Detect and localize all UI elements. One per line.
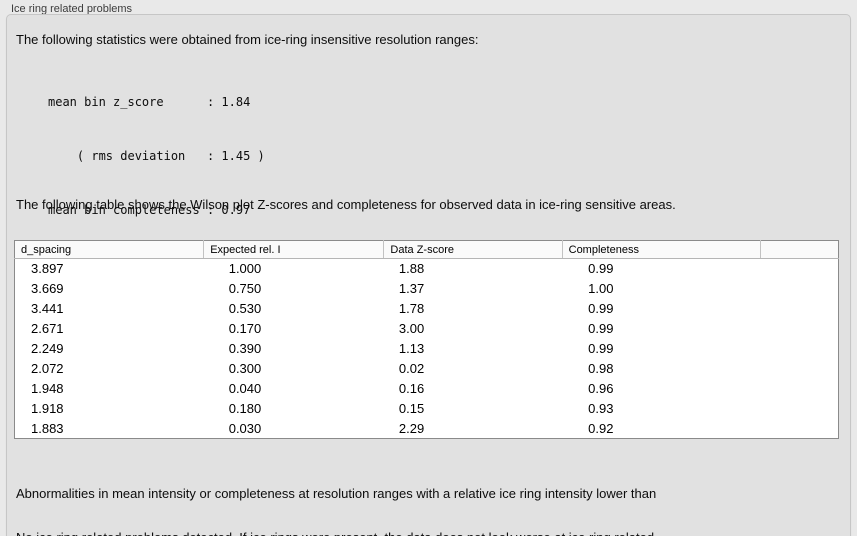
- cell-data-z-score: 0.02: [398, 361, 425, 376]
- table-row[interactable]: 3.441 0.530 1.78 0.99: [15, 299, 839, 319]
- cell-data-z-score: 3.00: [398, 321, 425, 336]
- column-header-data-z-score[interactable]: Data Z-score: [383, 240, 563, 259]
- cell-d-spacing: 1.918: [31, 401, 64, 416]
- cell-empty: [760, 259, 838, 279]
- cell-d-spacing: 2.249: [31, 341, 64, 356]
- cell-expected-rel-i: 0.530: [228, 301, 262, 316]
- cell-empty: [760, 419, 838, 439]
- cell-empty: [760, 279, 838, 299]
- cell-d-spacing: 3.897: [31, 261, 64, 277]
- column-header-expected-rel-i[interactable]: Expected rel. I: [203, 240, 385, 259]
- cell-completeness: 0.99: [588, 341, 614, 356]
- cell-d-spacing: 2.671: [31, 321, 64, 336]
- cell-completeness: 0.98: [588, 361, 614, 376]
- cell-completeness: 0.99: [588, 261, 614, 277]
- cell-d-spacing: 1.883: [31, 420, 64, 436]
- cell-d-spacing: 3.441: [31, 301, 64, 316]
- cell-expected-rel-i: 0.300: [228, 361, 262, 376]
- cell-empty: [760, 339, 838, 359]
- cell-data-z-score: 2.29: [398, 420, 425, 436]
- cell-empty: [760, 379, 838, 399]
- cell-data-z-score: 1.88: [398, 261, 425, 277]
- cell-empty: [760, 399, 838, 419]
- column-header-d-spacing[interactable]: d_spacing: [14, 240, 205, 259]
- cell-d-spacing: 1.948: [31, 381, 64, 396]
- cell-empty: [760, 299, 838, 319]
- cell-completeness: 0.93: [588, 401, 614, 416]
- panel-title: Ice ring related problems: [11, 3, 133, 15]
- cell-data-z-score: 0.16: [398, 381, 425, 396]
- column-header-completeness[interactable]: Completeness: [562, 240, 761, 259]
- conclusion-line: No ice ring related problems detected. I…: [16, 529, 654, 536]
- table-row[interactable]: 1.948 0.040 0.16 0.96: [15, 379, 839, 399]
- cell-data-z-score: 1.78: [398, 301, 425, 316]
- column-header-empty: [760, 240, 839, 259]
- conclusion-text: No ice ring related problems detected. I…: [16, 495, 654, 536]
- stats-line: mean bin z_score : 1.84: [48, 95, 251, 109]
- table-row[interactable]: 1.918 0.180 0.15 0.93: [15, 399, 839, 419]
- cell-completeness: 0.96: [588, 381, 614, 396]
- cell-expected-rel-i: 0.180: [228, 401, 262, 416]
- table-row[interactable]: 3.897 1.000 1.88 0.99: [15, 259, 839, 279]
- cell-completeness: 0.99: [588, 301, 614, 316]
- table-row[interactable]: 2.671 0.170 3.00 0.99: [15, 319, 839, 339]
- cell-expected-rel-i: 1.000: [228, 261, 262, 277]
- cell-d-spacing: 2.072: [31, 361, 64, 376]
- cell-d-spacing: 3.669: [31, 281, 64, 296]
- cell-expected-rel-i: 0.030: [228, 420, 262, 436]
- cell-expected-rel-i: 0.750: [228, 281, 262, 296]
- cell-expected-rel-i: 0.170: [228, 321, 262, 336]
- ice-ring-table: d_spacing Expected rel. I Data Z-score C…: [14, 240, 839, 439]
- table-header-row: d_spacing Expected rel. I Data Z-score C…: [14, 240, 839, 259]
- note-text: Abnormalities in mean intensity or compl…: [16, 451, 656, 536]
- table-row[interactable]: 1.883 0.030 2.29 0.92: [15, 419, 839, 439]
- cell-empty: [760, 359, 838, 379]
- table-row[interactable]: 3.669 0.750 1.37 1.00: [15, 279, 839, 299]
- ice-ring-groupbox: The following statistics were obtained f…: [6, 14, 851, 536]
- description-line: The following table shows the Wilson plo…: [16, 197, 676, 212]
- intro-text: The following statistics were obtained f…: [16, 32, 479, 47]
- cell-data-z-score: 0.15: [398, 401, 425, 416]
- stats-line: mean bin completeness : 0.97: [48, 203, 251, 217]
- cell-completeness: 0.92: [588, 420, 614, 436]
- cell-completeness: 1.00: [588, 281, 614, 296]
- cell-empty: [760, 319, 838, 339]
- cell-expected-rel-i: 0.390: [228, 341, 262, 356]
- stats-line: ( rms deviation : 1.45 ): [48, 149, 265, 163]
- cell-expected-rel-i: 0.040: [228, 381, 262, 396]
- cell-completeness: 0.99: [588, 321, 614, 336]
- cell-data-z-score: 1.37: [398, 281, 425, 296]
- table-row[interactable]: 2.072 0.300 0.02 0.98: [15, 359, 839, 379]
- note-line: Abnormalities in mean intensity or compl…: [16, 486, 657, 501]
- cell-data-z-score: 1.13: [398, 341, 425, 356]
- table-row[interactable]: 2.249 0.390 1.13 0.99: [15, 339, 839, 359]
